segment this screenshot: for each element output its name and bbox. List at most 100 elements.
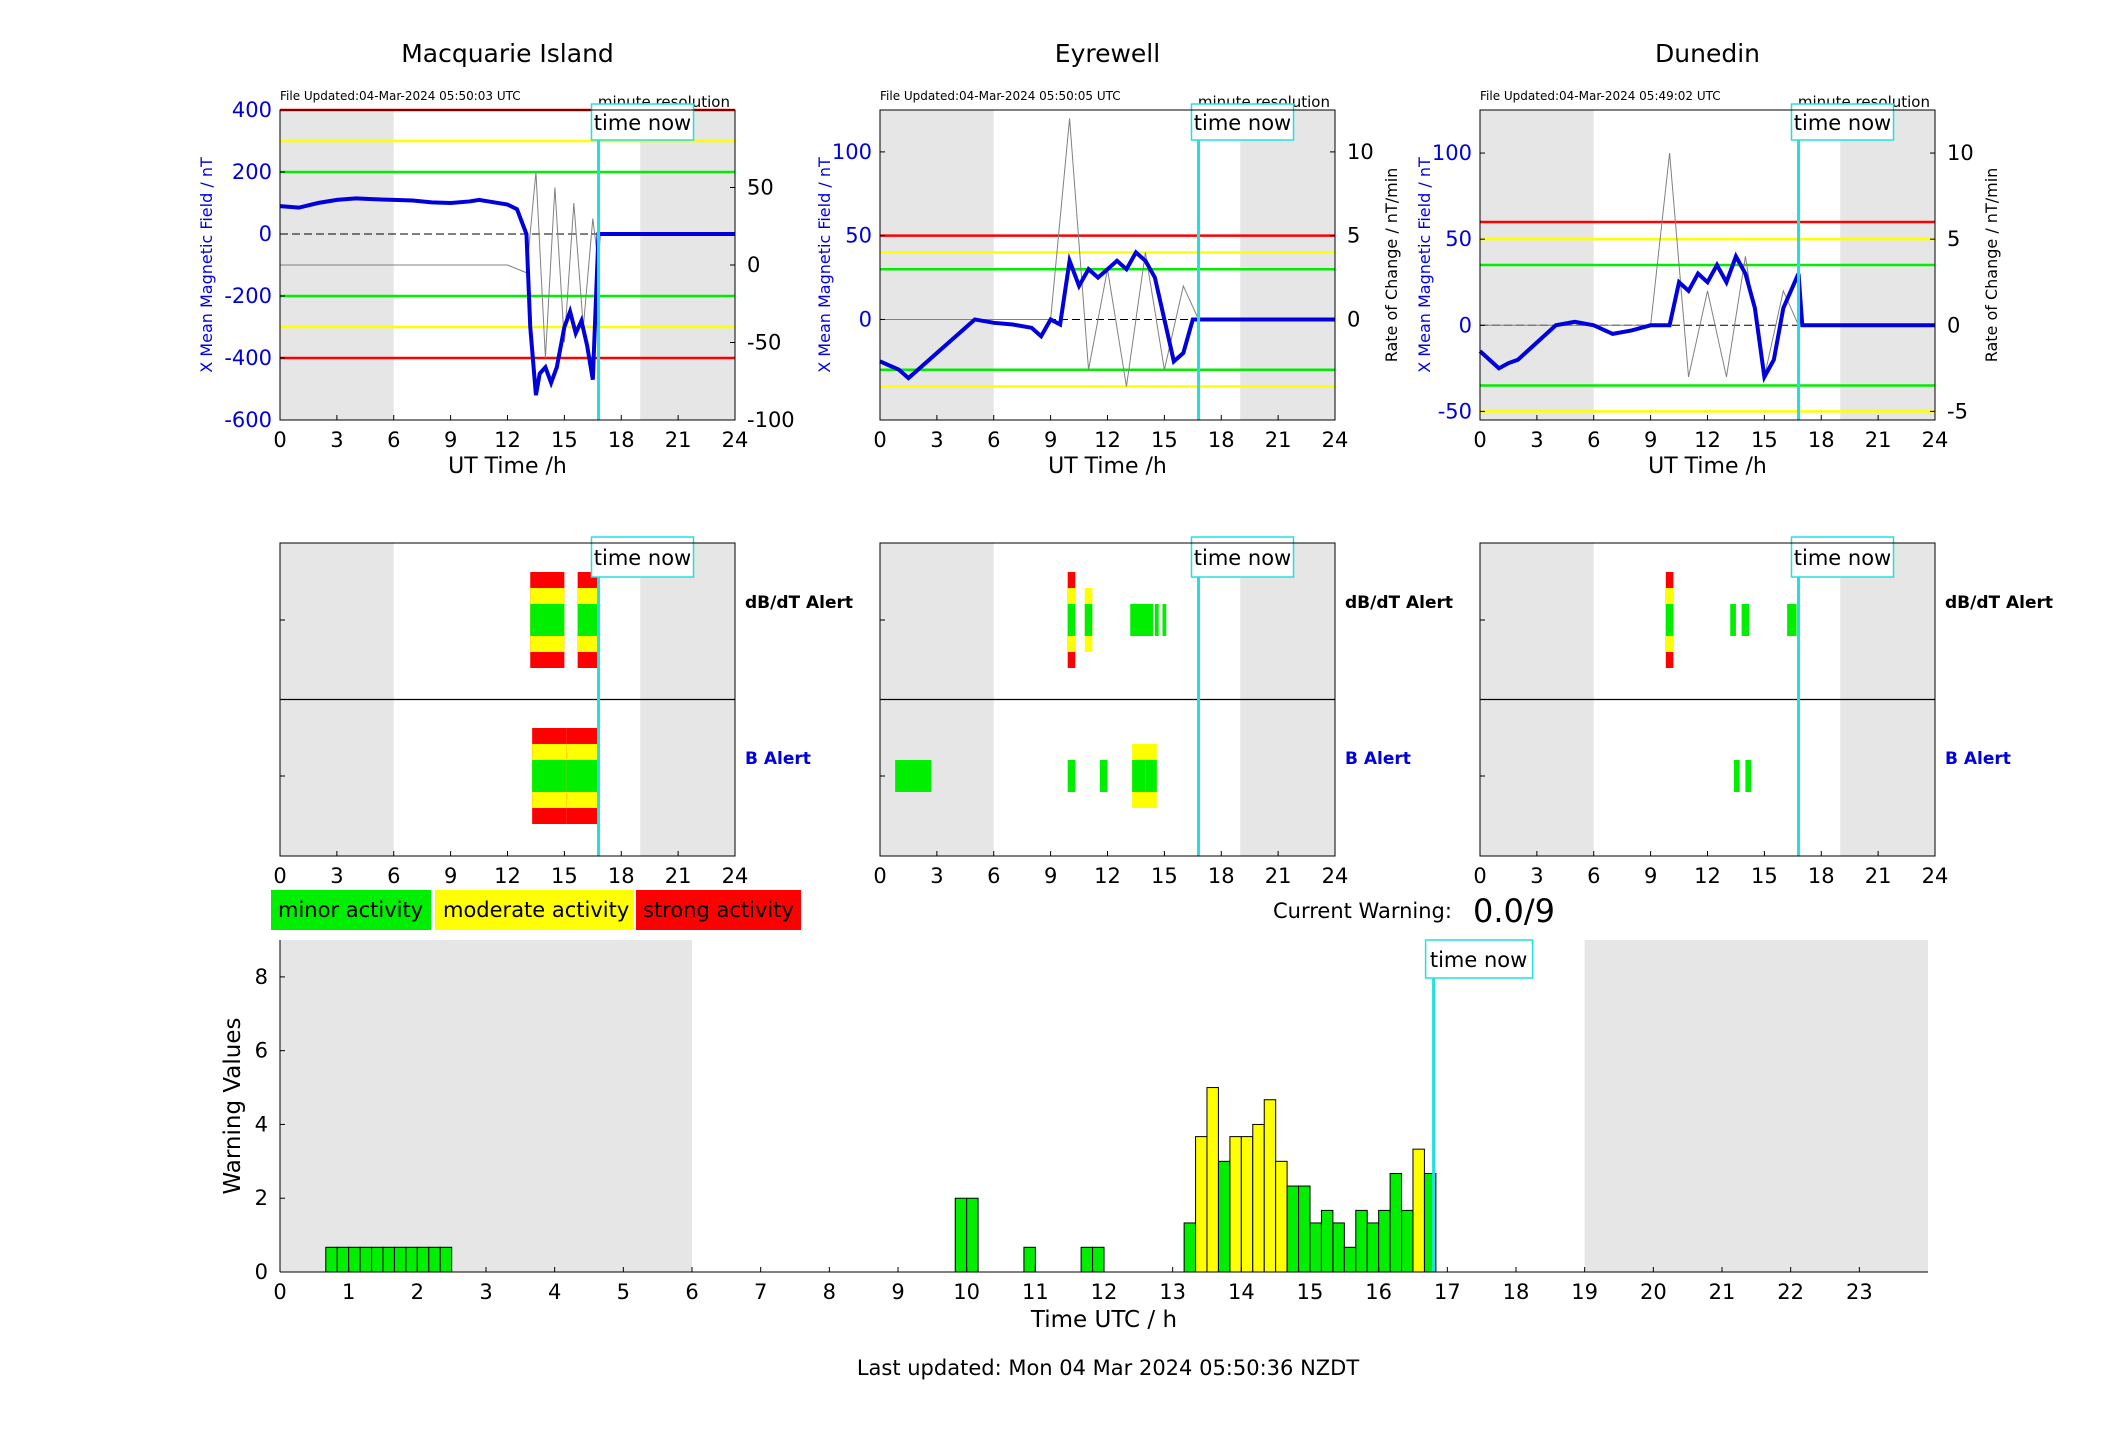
x-tick-label: 21: [1265, 864, 1292, 888]
rate-of-change-series: [1480, 153, 1799, 378]
x-tick-label: 3: [479, 1280, 492, 1304]
warning-bar: [1183, 1222, 1197, 1273]
alert-block-minor: [1067, 760, 1076, 792]
y-tick-label: -600: [224, 408, 272, 432]
night-shading: [280, 940, 692, 1272]
x-tick-label: 0: [1473, 428, 1486, 452]
legend-strong-label: strong activity: [643, 898, 794, 922]
station-title: Dunedin: [1655, 39, 1760, 68]
legend-moderate-swatch: [435, 890, 634, 930]
x-tick-label: 24: [722, 428, 749, 452]
y-tick-label: 100: [832, 140, 872, 164]
y-tick-label: 100: [1432, 141, 1472, 165]
alert-block-minor: [1154, 604, 1159, 636]
x-tick-label: 8: [823, 1280, 836, 1304]
x-tick-label: 9: [1644, 428, 1657, 452]
y-axis-label: X Mean Magnetic Field / nT: [1415, 157, 1434, 373]
y-tick-label: 0: [259, 222, 272, 246]
x-tick-label: 11: [1022, 1280, 1049, 1304]
time-now-label: time now: [1794, 546, 1891, 570]
alert-block-minor: [530, 604, 565, 636]
station-title: Eyrewell: [1055, 39, 1160, 68]
alert-block-minor: [532, 760, 567, 792]
x-tick-label: 6: [1587, 428, 1600, 452]
y2-tick-label: 0: [1947, 313, 1960, 337]
warning-bar: [1412, 1148, 1425, 1273]
x-axis-label: UT Time /h: [448, 454, 567, 479]
alert-block-minor: [1099, 760, 1108, 792]
x-tick-label: 12: [1094, 864, 1121, 888]
x-tick-label: 23: [1846, 1280, 1873, 1304]
magnetic-field-series: [279, 196, 735, 396]
x-tick-label: 9: [444, 428, 457, 452]
x-tick-label: 21: [1865, 428, 1892, 452]
x-tick-label: 21: [665, 864, 692, 888]
time-now-box: [1190, 536, 1295, 578]
time-now-label: time now: [594, 546, 691, 570]
warning-bar: [348, 1246, 361, 1273]
alert-block-minor: [1132, 760, 1146, 792]
x-tick-label: 18: [608, 428, 635, 452]
x-tick-label: 21: [1865, 864, 1892, 888]
x-tick-label: 9: [1044, 864, 1057, 888]
x-axis-label: UT Time /h: [1648, 454, 1767, 479]
alert-block-minor: [577, 604, 599, 636]
y-axis-label: X Mean Magnetic Field / nT: [197, 157, 216, 373]
x-tick-label: 12: [1694, 864, 1721, 888]
warning-bar: [1217, 1160, 1231, 1273]
alert-block-minor: [895, 760, 932, 792]
warning-bar: [416, 1246, 430, 1273]
time-now-label: time now: [1194, 546, 1291, 570]
x-tick-label: 3: [330, 864, 343, 888]
x-tick-label: 15: [1751, 864, 1778, 888]
x-tick-label: 4: [548, 1280, 561, 1304]
y2-tick-label: -50: [747, 331, 781, 355]
x-tick-label: 7: [754, 1280, 767, 1304]
x-tick-label: 21: [1709, 1280, 1736, 1304]
warning-bar: [1366, 1222, 1380, 1273]
x-tick-label: 24: [722, 864, 749, 888]
last-updated: Last updated: Mon 04 Mar 2024 05:50:36 N…: [857, 1356, 1360, 1380]
x-tick-label: 3: [330, 428, 343, 452]
y2-axis-label: Rate of Change / nT/min: [1982, 168, 2001, 363]
x-tick-label: 24: [1922, 864, 1949, 888]
x-tick-label: 0: [273, 428, 286, 452]
file-updated-text: File Updated:04-Mar-2024 05:50:03 UTC: [280, 89, 521, 103]
y2-tick-label: 10: [1947, 141, 1974, 165]
y-tick-label: -50: [1438, 399, 1472, 423]
alert-panel-2: time now 0 3 6 9 12 15 18 21 24 dB/dT Alert B Alert: [1473, 536, 2053, 888]
current-warning-value: 0.0/9: [1473, 892, 1555, 930]
x-tick-label: 6: [387, 864, 400, 888]
warning-bar: [1401, 1209, 1414, 1273]
x-tick-label: 6: [1587, 864, 1600, 888]
night-shading: [1584, 940, 1928, 1272]
x-tick-label: 20: [1640, 1280, 1667, 1304]
warning-bar: [1355, 1209, 1368, 1273]
night-shading: [880, 110, 994, 420]
activity-legend: minor activity moderate activity strong …: [271, 890, 801, 930]
y-tick-label: 0: [255, 1260, 268, 1284]
x-tick-label: 6: [387, 428, 400, 452]
legend-moderate-label: moderate activity: [443, 898, 629, 922]
x-tick-label: 3: [930, 428, 943, 452]
x-tick-label: 14: [1228, 1280, 1255, 1304]
x-tick-label: 18: [1808, 864, 1835, 888]
y2-tick-label: 50: [747, 176, 774, 200]
warning-bar: [1378, 1209, 1391, 1273]
x-tick-label: 6: [685, 1280, 698, 1304]
x-tick-label: 12: [494, 428, 521, 452]
warning-bar: [1275, 1160, 1288, 1273]
station-plot-0: Macquarie Island File Updated:04-Mar-2024…: [197, 39, 795, 479]
x-tick-label: 16: [1365, 1280, 1392, 1304]
time-now-label: time now: [1794, 111, 1891, 135]
x-tick-label: 15: [551, 864, 578, 888]
b-alert-label: B Alert: [745, 749, 811, 769]
warning-bar: [954, 1197, 968, 1273]
y-tick-label: 0: [1459, 313, 1472, 337]
y-tick-label: 50: [1445, 227, 1472, 251]
dbdt-alert-label: dB/dT Alert: [1345, 593, 1453, 613]
x-tick-label: 13: [1159, 1280, 1186, 1304]
alert-block-minor: [566, 760, 599, 792]
x-tick-label: 18: [1808, 428, 1835, 452]
y-tick-label: 6: [255, 1039, 268, 1063]
